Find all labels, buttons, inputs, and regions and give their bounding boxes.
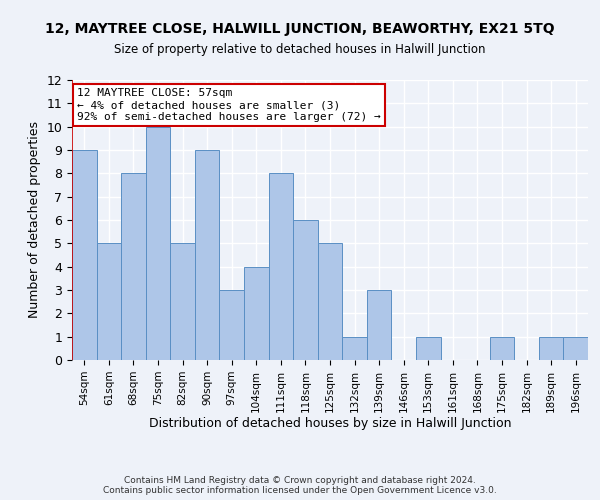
Text: 12 MAYTREE CLOSE: 57sqm
← 4% of detached houses are smaller (3)
92% of semi-deta: 12 MAYTREE CLOSE: 57sqm ← 4% of detached… bbox=[77, 88, 381, 122]
Text: Size of property relative to detached houses in Halwill Junction: Size of property relative to detached ho… bbox=[114, 42, 486, 56]
Bar bbox=[195, 150, 220, 360]
Bar bbox=[293, 220, 318, 360]
Bar bbox=[539, 336, 563, 360]
Bar bbox=[490, 336, 514, 360]
Bar bbox=[342, 336, 367, 360]
Bar bbox=[269, 174, 293, 360]
Bar bbox=[72, 150, 97, 360]
Y-axis label: Number of detached properties: Number of detached properties bbox=[28, 122, 41, 318]
Bar bbox=[318, 244, 342, 360]
Bar bbox=[146, 126, 170, 360]
Bar bbox=[244, 266, 269, 360]
Bar bbox=[170, 244, 195, 360]
Bar bbox=[367, 290, 391, 360]
Bar bbox=[563, 336, 588, 360]
Bar bbox=[121, 174, 146, 360]
X-axis label: Distribution of detached houses by size in Halwill Junction: Distribution of detached houses by size … bbox=[149, 418, 511, 430]
Bar bbox=[220, 290, 244, 360]
Text: Contains HM Land Registry data © Crown copyright and database right 2024.
Contai: Contains HM Land Registry data © Crown c… bbox=[103, 476, 497, 495]
Text: 12, MAYTREE CLOSE, HALWILL JUNCTION, BEAWORTHY, EX21 5TQ: 12, MAYTREE CLOSE, HALWILL JUNCTION, BEA… bbox=[45, 22, 555, 36]
Bar bbox=[416, 336, 440, 360]
Bar bbox=[97, 244, 121, 360]
